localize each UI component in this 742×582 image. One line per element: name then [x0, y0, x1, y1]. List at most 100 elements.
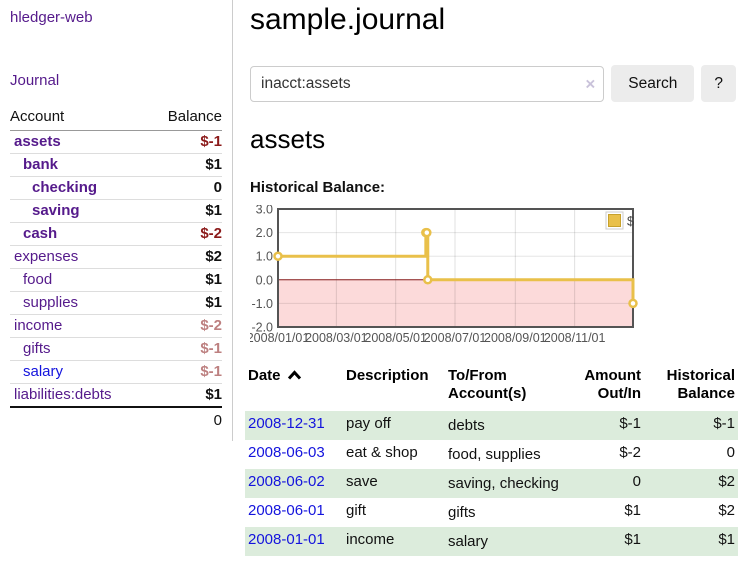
account-row: liabilities:debts $1 — [10, 383, 222, 408]
help-button[interactable]: ? — [701, 65, 736, 102]
register-row: 2008-06-03 eat & shop food, supplies $-2 0 — [245, 440, 738, 469]
y-axis-tick-label: 2.0 — [256, 226, 273, 240]
account-row: saving $1 — [10, 199, 222, 223]
transaction-description: pay off — [346, 415, 391, 432]
transaction-amount: $-2 — [619, 444, 641, 461]
data-point-marker — [422, 227, 432, 238]
account-row: salary $-1 — [10, 360, 222, 384]
account-rows: assets $-1 bank $1 checking 0 saving $1 cash $-2 e… — [10, 131, 222, 408]
account-link[interactable]: liabilities:debts — [14, 386, 112, 403]
account-row: income $-2 — [10, 314, 222, 338]
transaction-balance: $1 — [718, 531, 735, 548]
accounts-column-header: Account — [10, 106, 149, 131]
transaction-date-link[interactable]: 2008-01-01 — [248, 531, 325, 548]
register-table: Date Description To/From Account(s) Amount Ou… — [245, 361, 738, 556]
account-balance: $1 — [205, 156, 222, 173]
register-column-header-date[interactable]: Date — [245, 361, 343, 411]
register-row: 2008-12-31 pay off debts $-1 $-1 — [245, 411, 738, 440]
account-link[interactable]: salary — [23, 363, 64, 380]
account-balance: $1 — [205, 202, 222, 219]
y-axis-tick-label: 0.0 — [256, 273, 273, 287]
transaction-balance: $2 — [718, 473, 735, 490]
sidebar-item-journal[interactable]: Journal — [10, 72, 60, 89]
account-row: bank $1 — [10, 153, 222, 177]
transaction-date-link[interactable]: 2008-06-02 — [248, 473, 325, 490]
account-row: assets $-1 — [10, 131, 222, 154]
page-title: sample.journal — [250, 3, 446, 36]
data-point-marker — [423, 275, 433, 285]
account-row: cash $-2 — [10, 222, 222, 246]
negative-region — [278, 279, 633, 327]
transaction-description: gift — [346, 502, 367, 519]
x-axis-tick-label: 2008/05/01 — [364, 331, 427, 345]
transaction-accounts: debts — [448, 417, 485, 434]
account-balance: $-1 — [200, 340, 222, 357]
accounts-table: Account Balance assets $-1 bank $1 checking 0… — [10, 106, 222, 433]
transaction-balance: $2 — [718, 502, 735, 519]
data-point-marker — [628, 298, 638, 309]
account-link[interactable]: checking — [32, 179, 98, 196]
transaction-balance: $-1 — [713, 415, 735, 432]
x-axis-tick-label: 2008/09/01 — [484, 331, 547, 345]
accounts-total-value: 0 — [10, 406, 222, 433]
register-column-header-amount: Amount Out/In — [584, 367, 641, 402]
register-column-header-tofrom: To/From Account(s) — [448, 367, 527, 402]
transaction-balance: 0 — [726, 444, 735, 461]
accounts-table-header: Account Balance — [10, 106, 222, 131]
register-column-header-historical: Historical Balance — [666, 367, 735, 402]
account-balance: $2 — [205, 248, 222, 265]
y-axis-tick-label: -1.0 — [251, 297, 273, 311]
clear-search-icon[interactable]: × — [585, 74, 596, 93]
account-link[interactable]: cash — [23, 225, 58, 242]
register-row: 2008-01-01 income salary $1 $1 — [245, 527, 738, 556]
register-row: 2008-06-02 save saving, checking 0 $2 — [245, 469, 738, 498]
transaction-amount: $-1 — [619, 415, 641, 432]
account-row: checking 0 — [10, 176, 222, 200]
plot-border — [277, 208, 634, 328]
app-brand-link[interactable]: hledger-web — [10, 9, 93, 26]
transaction-description: save — [346, 473, 378, 490]
register-column-header-description: Description — [346, 367, 429, 384]
account-link[interactable]: saving — [32, 202, 80, 219]
transaction-date-link[interactable]: 2008-06-01 — [248, 502, 325, 519]
account-balance: $1 — [205, 386, 222, 403]
account-link[interactable]: income — [14, 317, 63, 334]
account-balance: 0 — [213, 179, 222, 196]
account-balance: $1 — [205, 294, 222, 311]
transaction-description: income — [346, 531, 395, 548]
x-axis-tick-label: 2008/11/01 — [544, 331, 606, 345]
register-row: 2008-06-01 gift gifts $1 $2 — [245, 498, 738, 527]
account-link[interactable]: supplies — [23, 294, 79, 311]
x-axis-tick-label: 2008/01/01 — [250, 331, 309, 345]
transaction-accounts: gifts — [448, 504, 476, 521]
transaction-accounts: salary — [448, 533, 489, 550]
account-link[interactable]: gifts — [23, 340, 51, 357]
search-input[interactable] — [250, 65, 605, 102]
sort-ascending-icon — [287, 370, 301, 380]
account-link[interactable]: food — [23, 271, 53, 288]
account-link[interactable]: bank — [23, 156, 59, 173]
transaction-amount: $1 — [624, 531, 641, 548]
legend-swatch — [608, 214, 621, 227]
account-row: expenses $2 — [10, 245, 222, 269]
accounts-total-row: 0 — [10, 406, 222, 433]
x-axis-tick-label: 2008/03/01 — [305, 331, 368, 345]
transaction-date-link[interactable]: 2008-12-31 — [248, 415, 325, 432]
legend-label: $ — [627, 214, 635, 229]
register-header-row: Date Description To/From Account(s) Amount Ou… — [245, 361, 738, 411]
balance-column-header: Balance — [148, 106, 222, 131]
transaction-date-link[interactable]: 2008-06-03 — [248, 444, 325, 461]
register-rows: 2008-12-31 pay off debts $-1 $-1 2008-06-03 ea… — [245, 411, 738, 556]
y-axis-tick-label: -2.0 — [251, 321, 273, 335]
historical-balance-chart: $3.0 2.0 1.0 0.0 -1.0 -2.02008/01/012008/03/0… — [250, 205, 638, 345]
transaction-accounts: food, supplies — [448, 446, 541, 463]
search-form: × Search ? — [250, 65, 736, 102]
account-balance: $-1 — [200, 363, 222, 380]
account-link[interactable]: expenses — [14, 248, 79, 265]
chart-title: Historical Balance: — [250, 179, 386, 196]
account-link[interactable]: assets — [14, 133, 61, 150]
search-button[interactable]: Search — [611, 65, 695, 102]
account-row: food $1 — [10, 268, 222, 292]
account-balance: $-2 — [200, 317, 222, 334]
data-point-marker — [273, 251, 283, 261]
